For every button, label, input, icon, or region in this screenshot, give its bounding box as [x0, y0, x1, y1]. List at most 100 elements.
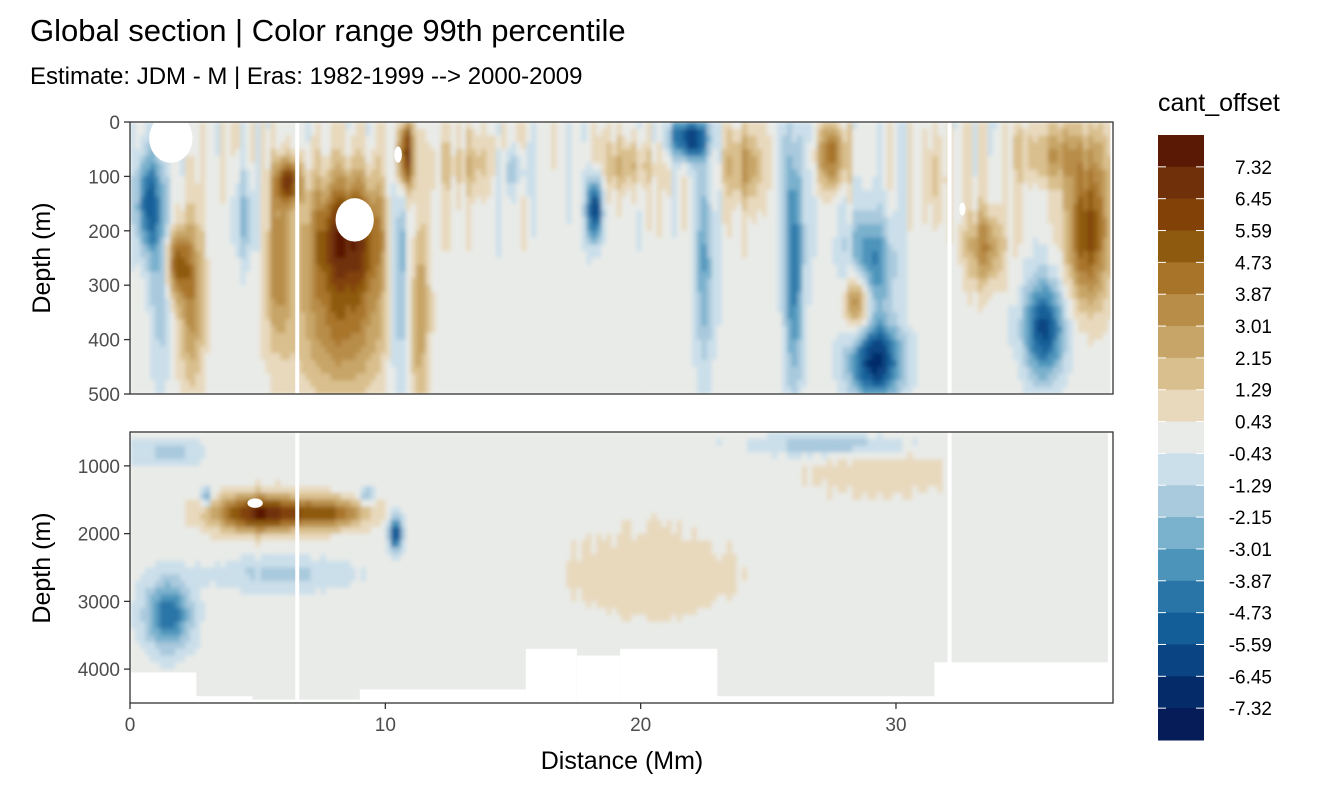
field-cell: [516, 366, 522, 375]
field-cell: [526, 353, 532, 361]
field-cell: [721, 203, 728, 211]
field-cell: [501, 292, 507, 300]
field-cell: [255, 196, 261, 205]
field-cell: [656, 210, 663, 218]
field-cell: [330, 332, 337, 341]
field-cell: [195, 183, 201, 191]
field-cell: [185, 183, 191, 191]
field-cell: [215, 298, 221, 307]
field-cell: [511, 217, 517, 225]
field-cell: [746, 298, 753, 307]
field-cell: [305, 319, 312, 327]
field-cell: [305, 251, 312, 259]
field-cell: [556, 230, 562, 239]
field-cell: [586, 224, 593, 232]
field-cell: [486, 176, 492, 184]
field-cell: [711, 244, 718, 252]
field-cell: [405, 196, 412, 205]
field-cell: [681, 339, 688, 347]
field-cell: [290, 122, 297, 130]
field-cell: [185, 258, 191, 266]
field-cell: [280, 380, 287, 388]
field-cell: [481, 387, 487, 394]
field-cell: [385, 122, 392, 130]
field-cell: [445, 258, 452, 266]
field-cell: [571, 230, 577, 239]
field-cell: [150, 244, 156, 252]
field-cell: [450, 380, 457, 388]
field-cell: [390, 230, 397, 239]
field-cell: [596, 380, 603, 388]
field-cell: [350, 135, 357, 143]
field-cell: [140, 122, 146, 130]
field-cell: [280, 169, 287, 177]
field-cell: [260, 183, 267, 191]
field-cell: [691, 251, 698, 259]
field-cell: [280, 346, 287, 354]
field-cell: [586, 346, 593, 354]
field-cell: [360, 196, 367, 205]
field-cell: [255, 237, 261, 245]
field-cell: [676, 373, 683, 381]
field-cell: [395, 244, 402, 252]
field-cell: [701, 128, 708, 137]
field-cell: [445, 224, 452, 232]
field-cell: [220, 135, 226, 143]
field-cell: [541, 183, 547, 191]
field-cell: [571, 285, 577, 293]
field-cell: [486, 244, 492, 252]
field-cell: [215, 360, 221, 368]
field-cell: [200, 128, 206, 137]
field-cell: [746, 169, 753, 177]
field-cell: [741, 258, 748, 266]
field-cell: [736, 332, 743, 341]
field-cell: [611, 203, 618, 211]
field-cell: [385, 285, 392, 293]
field-cell: [666, 183, 673, 191]
field-cell: [315, 271, 322, 279]
field-cell: [481, 230, 487, 239]
field-cell: [190, 326, 196, 334]
field-cell: [370, 190, 377, 198]
field-cell: [566, 210, 572, 218]
field-cell: [556, 176, 562, 184]
field-cell: [270, 210, 277, 218]
field-cell: [180, 366, 186, 375]
field-cell: [410, 230, 417, 239]
field-cell: [135, 292, 141, 300]
field-cell: [180, 298, 186, 307]
field-cell: [395, 169, 402, 177]
field-cell: [471, 135, 477, 143]
field-cell: [476, 387, 482, 394]
field-cell: [651, 271, 658, 279]
field-cell: [145, 142, 151, 150]
field-cell: [751, 217, 758, 225]
field-cell: [546, 387, 552, 394]
field-cell: [130, 237, 136, 245]
field-cell: [240, 142, 246, 150]
field-cell: [275, 380, 282, 388]
field-cell: [305, 373, 312, 381]
field-cell: [150, 292, 156, 300]
field-cell: [390, 278, 397, 286]
field-cell: [360, 366, 367, 375]
field-cell: [350, 305, 357, 313]
field-cell: [676, 162, 683, 171]
field-cell: [355, 278, 362, 286]
field-cell: [365, 298, 372, 307]
field-cell: [415, 217, 422, 225]
field-cell: [370, 387, 377, 394]
field-cell: [440, 353, 447, 361]
field-cell: [506, 360, 512, 368]
field-cell: [365, 305, 372, 313]
field-cell: [370, 292, 377, 300]
field-cell: [160, 387, 166, 394]
field-cell: [185, 319, 191, 327]
field-cell: [746, 326, 753, 334]
field-cell: [305, 305, 312, 313]
field-cell: [586, 244, 593, 252]
field-cell: [280, 278, 287, 286]
field-cell: [726, 366, 733, 375]
field-cell: [556, 169, 562, 177]
field-cell: [746, 210, 753, 218]
